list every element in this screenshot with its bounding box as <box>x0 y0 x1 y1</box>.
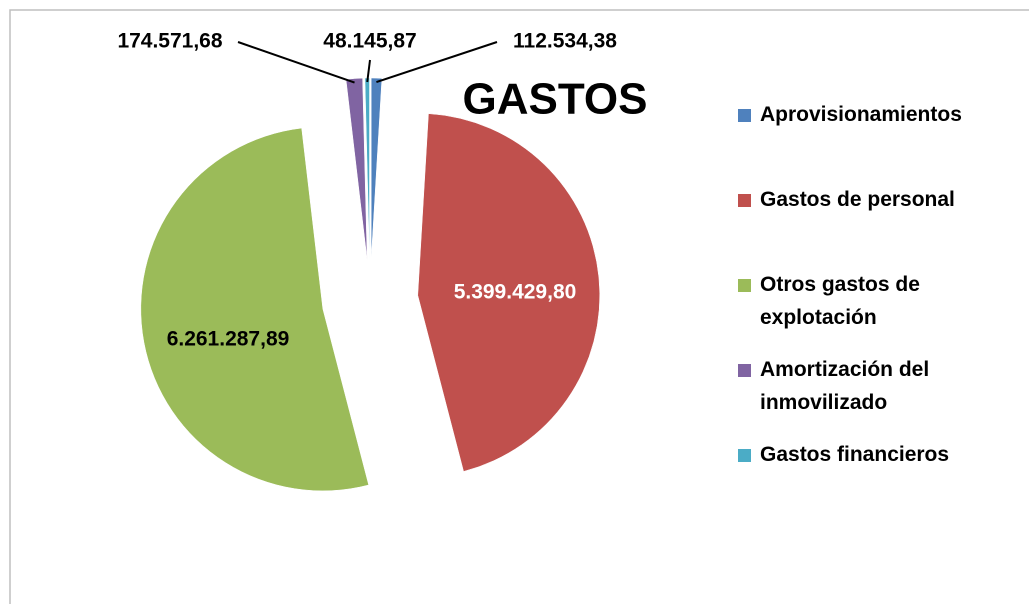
legend-label: Amortización del inmovilizado <box>760 358 930 414</box>
legend-label: Gastos de personal <box>760 188 955 211</box>
data-label: 112.534,38 <box>513 30 617 53</box>
pie-slice <box>140 127 369 492</box>
legend-entry: Gastos financieros <box>738 438 1013 523</box>
legend-label: Gastos financieros <box>760 443 950 466</box>
pie-slice <box>417 113 600 472</box>
leader-line <box>237 41 355 84</box>
pie-slice <box>345 77 368 261</box>
data-label: 48.145,87 <box>323 30 416 53</box>
legend-label: Otros gastos de explotación <box>760 273 920 329</box>
legend-swatch <box>738 364 751 377</box>
pie-slice <box>370 77 383 261</box>
legend-entry: Gastos de personal <box>738 183 1013 268</box>
legend: Aprovisionamientos Gastos de personal Otro… <box>738 98 1013 523</box>
legend-swatch <box>738 109 751 122</box>
chart-title: GASTOS <box>462 75 647 124</box>
legend-swatch <box>738 449 751 462</box>
legend-swatch <box>738 279 751 292</box>
legend-entry: Aprovisionamientos <box>738 98 1013 183</box>
leader-line <box>376 41 498 84</box>
legend-swatch <box>738 194 751 207</box>
leader-line <box>366 59 371 83</box>
data-label: 174.571,68 <box>117 30 222 53</box>
data-label: 6.261.287,89 <box>167 328 290 351</box>
chart-border <box>9 9 1029 604</box>
legend-label: Aprovisionamientos <box>760 103 962 126</box>
data-label: 5.399.429,80 <box>454 281 577 304</box>
legend-entry: Otros gastos de explotación <box>738 268 1013 353</box>
legend-entry: Amortización del inmovilizado <box>738 353 1013 438</box>
